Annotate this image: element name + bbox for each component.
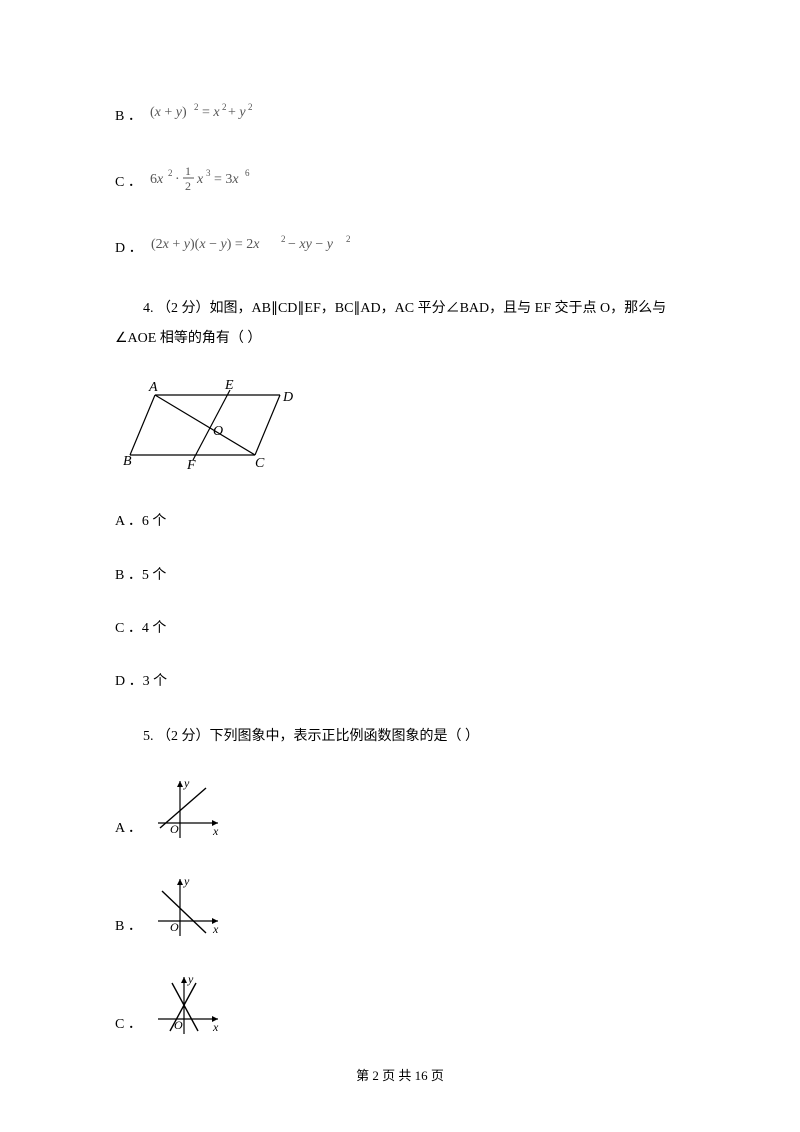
svg-text:= x: = x bbox=[202, 105, 220, 120]
q5-choice-b[interactable]: B ． y x O bbox=[115, 871, 685, 941]
svg-text:O: O bbox=[213, 424, 223, 439]
q4-choice-b[interactable]: B ．5 个 bbox=[115, 563, 685, 588]
svg-text:+ y: + y bbox=[228, 105, 246, 120]
svg-text:2: 2 bbox=[168, 168, 173, 178]
question-4: 4. （2 分）如图，AB∥CD∥EF，BC∥AD，AC 平分∠BAD，且与 E… bbox=[115, 294, 685, 695]
option-b-formula: (x + y) 2 = x 2 + y 2 bbox=[150, 100, 280, 133]
q4-text1: 4. （2 分）如图，AB∥CD∥EF，BC∥AD，AC 平分∠BAD，且与 E… bbox=[115, 294, 685, 325]
svg-text:= 3x: = 3x bbox=[214, 172, 239, 187]
q5-graph-b: y x O bbox=[148, 871, 228, 941]
svg-text:y: y bbox=[183, 776, 190, 790]
svg-text:2: 2 bbox=[248, 102, 253, 112]
svg-text:2: 2 bbox=[346, 234, 351, 244]
q5-choice-c-label: C ． bbox=[115, 1012, 142, 1039]
svg-text:O: O bbox=[170, 822, 179, 836]
svg-text:C: C bbox=[255, 456, 265, 471]
svg-text:A: A bbox=[148, 380, 158, 395]
q5-choice-c[interactable]: C ． y x O bbox=[115, 969, 685, 1039]
svg-text:E: E bbox=[224, 378, 234, 393]
svg-text:1: 1 bbox=[185, 164, 191, 178]
q4-choice-d[interactable]: D ．3 个 bbox=[115, 669, 685, 694]
svg-text:2: 2 bbox=[194, 102, 199, 112]
svg-text:F: F bbox=[186, 458, 196, 473]
question-5: 5. （2 分）下列图象中，表示正比例函数图象的是（ ） A ． y x O B… bbox=[115, 722, 685, 1039]
svg-text:y: y bbox=[187, 972, 194, 986]
svg-text:6: 6 bbox=[245, 168, 250, 178]
page-footer: 第 2 页 共 16 页 bbox=[0, 1064, 800, 1087]
svg-text:·: · bbox=[175, 172, 180, 187]
svg-text:3: 3 bbox=[206, 168, 211, 178]
q5-graph-c: y x O bbox=[148, 969, 228, 1039]
q4-diagram: A B C D E F O bbox=[115, 375, 685, 484]
q5-graph-a: y x O bbox=[148, 773, 228, 843]
q5-choice-a-label: A ． bbox=[115, 816, 142, 843]
svg-text:x: x bbox=[196, 172, 204, 187]
svg-text:2: 2 bbox=[281, 234, 286, 244]
option-c-row: C ． 6x 2 · 1 2 x 3 = 3x 6 bbox=[115, 161, 685, 204]
q4-choice-c[interactable]: C ．4 个 bbox=[115, 616, 685, 641]
q5-choice-b-label: B ． bbox=[115, 914, 142, 941]
svg-text:(x + y): (x + y) bbox=[150, 105, 187, 120]
svg-text:O: O bbox=[170, 920, 179, 934]
option-b-label: B ． bbox=[115, 104, 142, 129]
option-d-label: D ． bbox=[115, 236, 143, 261]
option-d-row: D ． (2x + y)(x − y) = 2x 2 − xy − y 2 bbox=[115, 232, 685, 265]
q4-choice-a[interactable]: A ．6 个 bbox=[115, 509, 685, 534]
svg-text:y: y bbox=[183, 874, 190, 888]
svg-text:B: B bbox=[123, 454, 132, 469]
q5-choice-a[interactable]: A ． y x O bbox=[115, 773, 685, 843]
option-c-label: C ． bbox=[115, 170, 142, 195]
svg-text:6x: 6x bbox=[150, 172, 164, 187]
svg-text:x: x bbox=[212, 1020, 219, 1034]
q4-text2: ∠AOE 相等的角有（ ） bbox=[115, 324, 685, 355]
option-d-formula: (2x + y)(x − y) = 2x 2 − xy − y 2 bbox=[151, 232, 371, 265]
svg-text:− xy − y: − xy − y bbox=[288, 237, 334, 252]
q5-text: 5. （2 分）下列图象中，表示正比例函数图象的是（ ） bbox=[115, 722, 685, 753]
svg-text:2: 2 bbox=[185, 179, 191, 193]
option-b-row: B ． (x + y) 2 = x 2 + y 2 bbox=[115, 100, 685, 133]
svg-text:x: x bbox=[212, 922, 219, 936]
svg-text:D: D bbox=[282, 390, 293, 405]
option-c-formula: 6x 2 · 1 2 x 3 = 3x 6 bbox=[150, 161, 280, 204]
svg-text:(2x + y)(x − y) = 2x: (2x + y)(x − y) = 2x bbox=[151, 237, 260, 252]
svg-text:2: 2 bbox=[222, 102, 227, 112]
svg-text:x: x bbox=[212, 824, 219, 838]
